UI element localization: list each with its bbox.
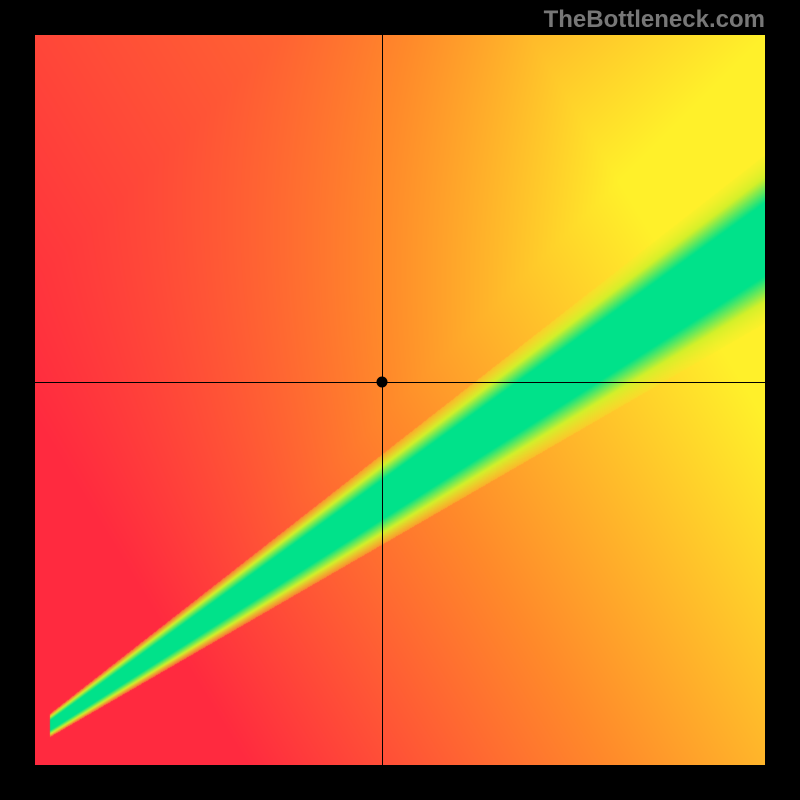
crosshair-horizontal [35, 382, 765, 383]
watermark-text: TheBottleneck.com [544, 6, 765, 34]
crosshair-vertical [382, 35, 383, 765]
crosshair-marker-dot [376, 376, 387, 387]
bottleneck-heatmap [35, 35, 765, 765]
